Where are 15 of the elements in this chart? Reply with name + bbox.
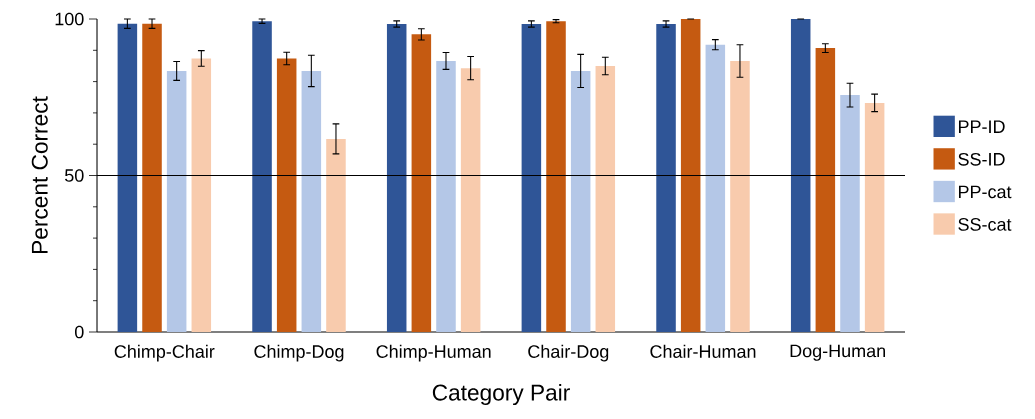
y-tick-label: 100 (55, 12, 84, 26)
x-tick-label: Chimp-Chair (114, 344, 215, 362)
legend-label: PP-ID (958, 120, 1005, 133)
x-tick-label: Dog-Human (790, 344, 886, 361)
y-tick-label: 0 (75, 325, 84, 339)
x-tick-label: Chimp-Dog (254, 344, 344, 362)
x-tick-label: Chair-Dog (528, 344, 609, 362)
legend-label: SS-ID (958, 152, 1005, 166)
y-tick-label: 50 (64, 169, 84, 182)
y-axis-title: Percent Correct (31, 96, 48, 253)
x-axis-title: Category Pair (432, 383, 570, 406)
x-tick-label: Chimp-Human (376, 344, 491, 362)
legend-label: PP-cat (958, 185, 1012, 199)
legend-label: SS-cat (958, 218, 1012, 231)
x-tick-label: Chair-Human (650, 344, 756, 358)
